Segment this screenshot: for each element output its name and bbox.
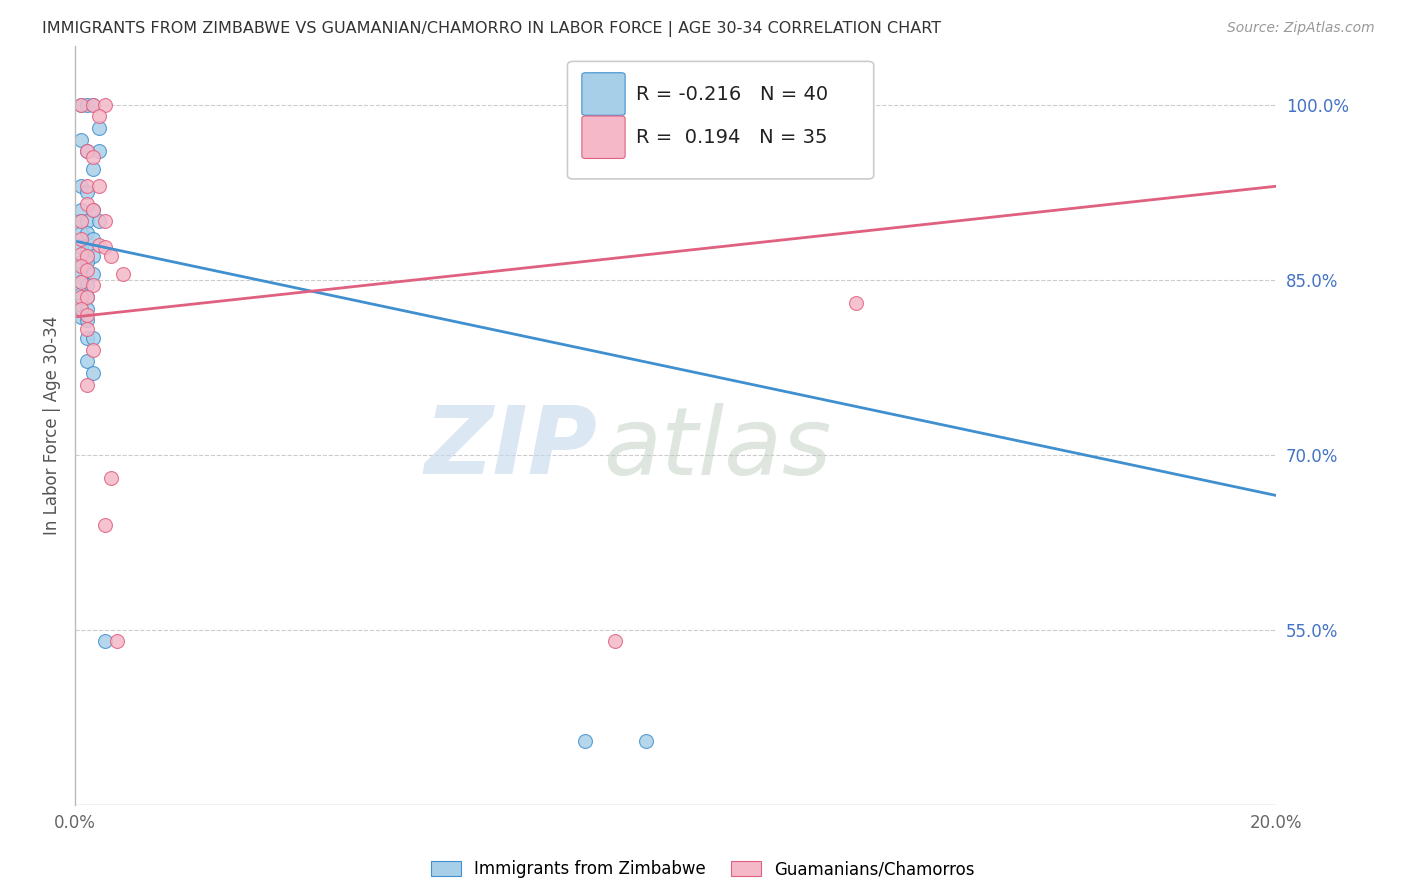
Point: [574, 733, 596, 747]
Point: [70, 310, 93, 324]
Point: [87, 179, 110, 194]
Point: [82, 343, 104, 357]
Text: R = -0.216   N = 40: R = -0.216 N = 40: [636, 85, 828, 103]
Text: R =  0.194   N = 35: R = 0.194 N = 35: [636, 128, 827, 147]
Point: [76, 185, 98, 199]
Point: [634, 733, 657, 747]
Point: [87, 120, 110, 135]
Point: [76, 301, 98, 316]
Point: [87, 109, 110, 123]
Point: [70, 275, 93, 289]
Point: [82, 249, 104, 263]
Point: [94, 517, 117, 532]
Point: [70, 232, 93, 246]
Point: [70, 267, 93, 281]
Point: [70, 202, 93, 217]
Point: [76, 226, 98, 240]
Point: [94, 214, 117, 228]
Point: [70, 226, 93, 240]
Point: [70, 240, 93, 254]
Point: [70, 286, 93, 301]
Point: [70, 214, 93, 228]
Point: [82, 150, 104, 164]
Point: [70, 132, 93, 146]
Text: Source: ZipAtlas.com: Source: ZipAtlas.com: [1227, 21, 1375, 35]
Point: [87, 237, 110, 252]
Point: [76, 249, 98, 263]
Point: [70, 301, 93, 316]
Point: [100, 471, 122, 485]
Point: [82, 331, 104, 345]
Point: [82, 202, 104, 217]
Text: IMMIGRANTS FROM ZIMBABWE VS GUAMANIAN/CHAMORRO IN LABOR FORCE | AGE 30-34 CORREL: IMMIGRANTS FROM ZIMBABWE VS GUAMANIAN/CH…: [42, 21, 941, 37]
Point: [76, 214, 98, 228]
Point: [105, 634, 128, 648]
Point: [76, 331, 98, 345]
Point: [70, 298, 93, 312]
Point: [76, 145, 98, 159]
Point: [100, 249, 122, 263]
Point: [70, 97, 93, 112]
Point: [76, 179, 98, 194]
Point: [94, 240, 117, 254]
Point: [70, 255, 93, 269]
Point: [76, 97, 98, 112]
Point: [94, 634, 117, 648]
Point: [845, 296, 868, 310]
Point: [605, 634, 627, 648]
Y-axis label: In Labor Force | Age 30-34: In Labor Force | Age 30-34: [44, 316, 60, 535]
Point: [70, 275, 93, 289]
Point: [76, 308, 98, 322]
Point: [82, 267, 104, 281]
Point: [70, 259, 93, 273]
Point: [76, 255, 98, 269]
Point: [76, 263, 98, 277]
Point: [87, 214, 110, 228]
FancyBboxPatch shape: [582, 73, 626, 115]
Point: [82, 232, 104, 246]
Point: [76, 290, 98, 304]
Legend: Immigrants from Zimbabwe, Guamanians/Chamorros: Immigrants from Zimbabwe, Guamanians/Cha…: [425, 854, 981, 885]
Text: ZIP: ZIP: [425, 402, 598, 494]
FancyBboxPatch shape: [568, 62, 873, 179]
Point: [82, 202, 104, 217]
Point: [70, 290, 93, 304]
Point: [87, 145, 110, 159]
Point: [94, 97, 117, 112]
Point: [70, 97, 93, 112]
Point: [76, 196, 98, 211]
Point: [82, 366, 104, 380]
Text: atlas: atlas: [603, 402, 832, 493]
FancyBboxPatch shape: [582, 116, 626, 159]
Point: [76, 313, 98, 327]
Point: [82, 97, 104, 112]
Point: [76, 354, 98, 368]
Point: [70, 247, 93, 261]
Point: [82, 97, 104, 112]
Point: [76, 145, 98, 159]
Point: [70, 179, 93, 194]
Point: [82, 278, 104, 293]
Point: [76, 321, 98, 335]
Point: [70, 214, 93, 228]
Point: [76, 244, 98, 258]
Point: [76, 290, 98, 304]
Point: [82, 161, 104, 176]
Point: [76, 278, 98, 293]
Point: [76, 377, 98, 392]
Point: [112, 267, 135, 281]
